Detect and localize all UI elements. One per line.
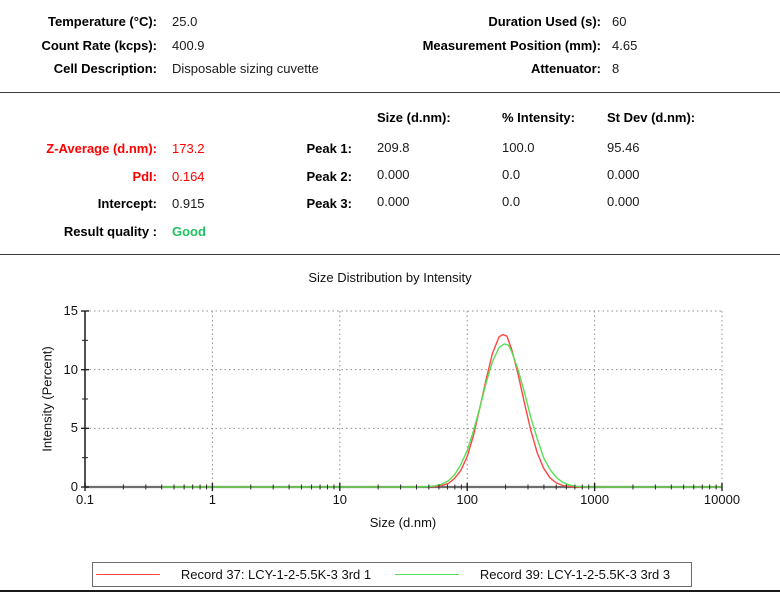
chart-title: Size Distribution by Intensity <box>308 270 472 285</box>
x-tick-label: 1000 <box>580 492 610 507</box>
peak2-stdev: 0.000 <box>607 167 640 182</box>
z-average-label: Z-Average (d.nm): <box>46 141 157 156</box>
measurement-position-label: Measurement Position (mm): <box>422 38 601 53</box>
legend-label-record-37: Record 37: LCY-1-2-5.5K-3 3rd 1 <box>180 567 372 582</box>
result-quality-value: Good <box>172 224 206 239</box>
peak1-label: Peak 1: <box>306 141 352 156</box>
count-rate-value: 400.9 <box>172 38 205 53</box>
z-average-value: 173.2 <box>172 141 205 156</box>
legend-entry-record-39: Record 39: LCY-1-2-5.5K-3 3rd 3 <box>392 567 691 582</box>
peak3-intensity: 0.0 <box>502 194 521 209</box>
y-tick-label: 5 <box>70 420 78 436</box>
x-tick-label: 100 <box>456 492 479 507</box>
column-header-stdev: St Dev (d.nm): <box>607 110 696 125</box>
series-curve-1 <box>161 343 722 488</box>
column-header-size: Size (d.nm): <box>377 110 451 125</box>
attenuator-label: Attenuator: <box>530 61 601 76</box>
x-tick-label: 1 <box>208 492 217 507</box>
x-axis-label: Size (d.nm) <box>369 515 437 530</box>
result-quality-label: Result quality : <box>63 224 157 239</box>
count-rate-label: Count Rate (kcps): <box>41 38 157 53</box>
peak2-size: 0.000 <box>377 167 410 182</box>
duration-used-label: Duration Used (s): <box>488 14 601 29</box>
x-tick-label: 10 <box>332 492 348 507</box>
pdi-value: 0.164 <box>172 169 205 184</box>
chart-legend: Record 37: LCY-1-2-5.5K-3 3rd 1 Record 3… <box>92 562 692 587</box>
temperature-value: 25.0 <box>172 14 198 29</box>
peak1-size: 209.8 <box>377 140 410 155</box>
pdi-label: PdI: <box>132 169 157 184</box>
record-37-line-sample-icon <box>96 574 160 575</box>
legend-label-record-39: Record 39: LCY-1-2-5.5K-3 3rd 3 <box>479 567 671 582</box>
intercept-value: 0.915 <box>172 196 205 211</box>
cell-description-label: Cell Description: <box>53 61 157 76</box>
peak3-size: 0.000 <box>377 194 410 209</box>
header-divider <box>0 92 780 93</box>
x-tick-label: 0.1 <box>75 492 95 507</box>
temperature-label: Temperature (°C): <box>48 14 157 29</box>
y-tick-label: 10 <box>63 361 78 377</box>
x-tick-label: 10000 <box>703 492 741 507</box>
peak3-label: Peak 3: <box>306 196 352 211</box>
series-curve-0 <box>161 333 722 488</box>
measurement-position-value: 4.65 <box>612 38 638 53</box>
footer-rule <box>0 590 780 592</box>
legend-entry-record-37: Record 37: LCY-1-2-5.5K-3 3rd 1 <box>93 567 392 582</box>
column-header-intensity: % Intensity: <box>502 110 575 125</box>
record-39-line-sample-icon <box>395 574 459 575</box>
attenuator-value: 8 <box>612 61 620 76</box>
peak1-stdev: 95.46 <box>607 140 640 155</box>
y-tick-label: 15 <box>63 303 78 318</box>
peak2-intensity: 0.0 <box>502 167 521 182</box>
duration-used-value: 60 <box>612 14 627 29</box>
y-tick-label: 0 <box>70 479 78 494</box>
peak3-stdev: 0.000 <box>607 194 640 209</box>
results-divider <box>0 254 780 255</box>
intercept-label: Intercept: <box>97 196 157 211</box>
cell-description-value: Disposable sizing cuvette <box>172 61 319 76</box>
peak1-intensity: 100.0 <box>502 140 535 155</box>
peak2-label: Peak 2: <box>306 169 352 184</box>
